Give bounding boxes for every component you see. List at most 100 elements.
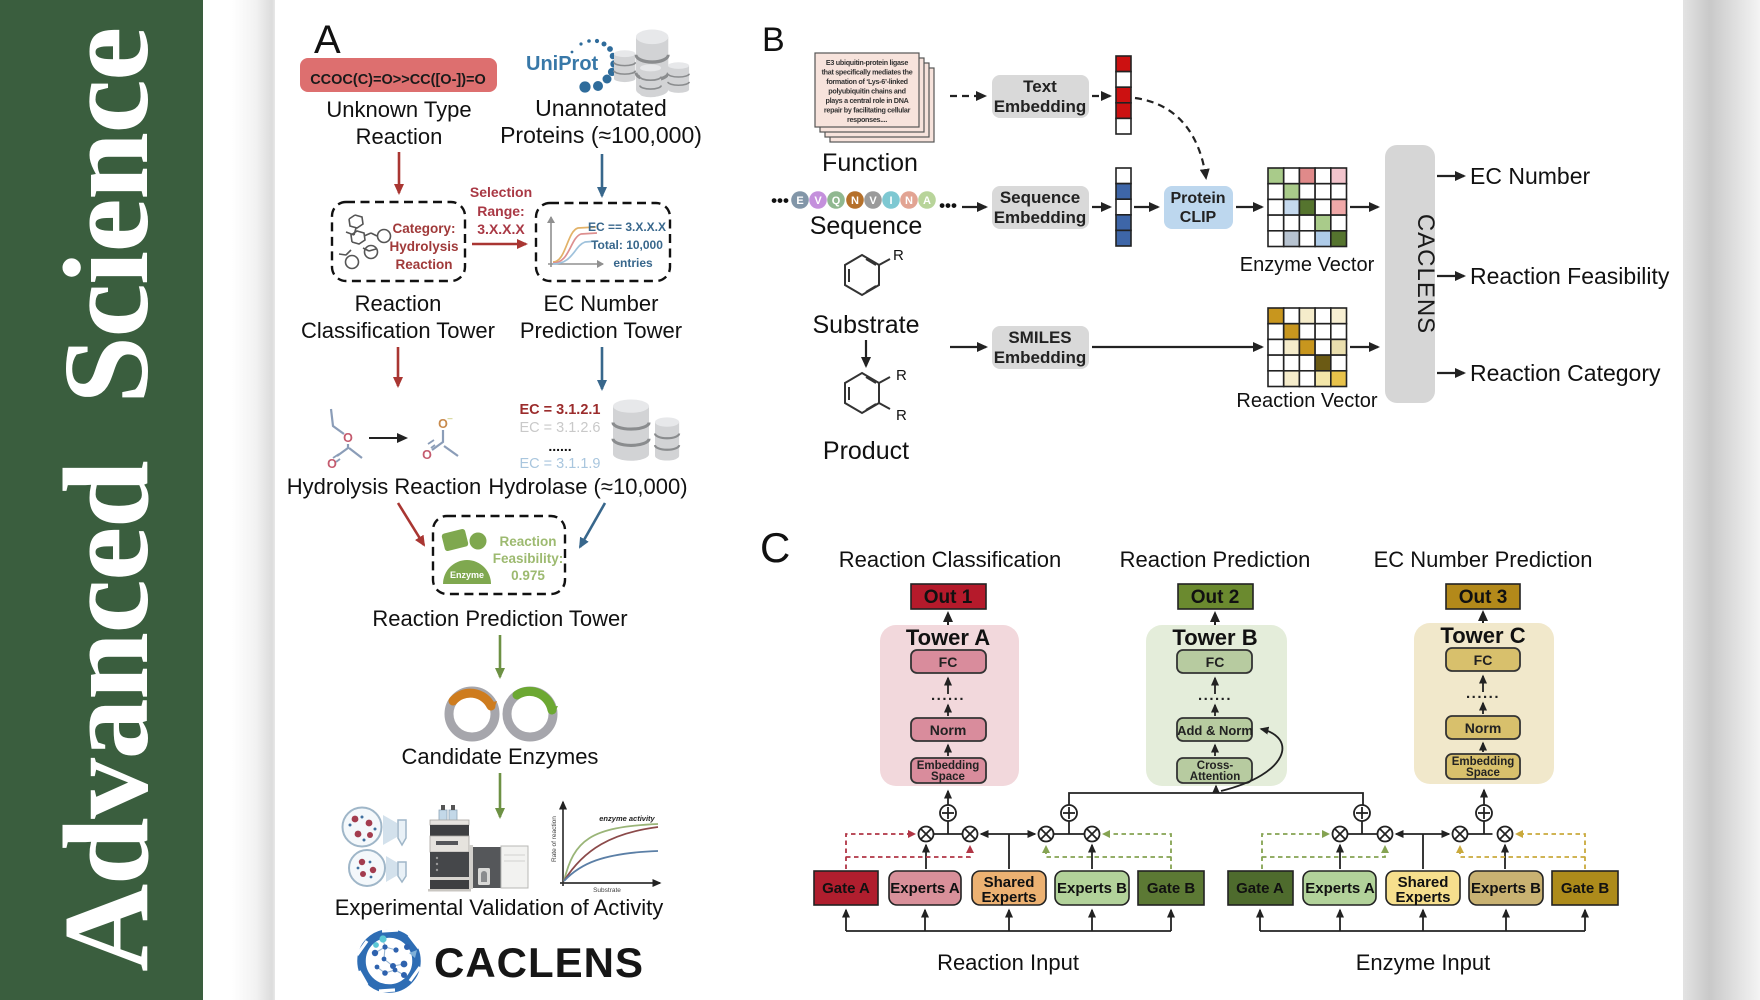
svg-text:Embedding: Embedding [994,208,1087,227]
svg-text:O: O [343,431,353,445]
svg-text:Enzyme Input: Enzyme Input [1356,950,1491,975]
svg-text:I: I [889,195,892,207]
svg-text:A: A [314,18,341,62]
svg-text:Category:: Category: [392,221,455,236]
svg-text:Out 2: Out 2 [1191,587,1240,608]
svg-text:Hydrolase (≈10,000): Hydrolase (≈10,000) [488,474,687,499]
svg-text:Add & Norm: Add & Norm [1177,723,1253,738]
svg-text:B: B [762,21,785,59]
svg-text:CACLENS: CACLENS [434,939,644,986]
svg-text:Classification Tower: Classification Tower [301,318,495,343]
svg-text:Embedding: Embedding [1452,756,1515,768]
svg-text:Tower C: Tower C [1440,623,1525,648]
svg-text:Gate A: Gate A [822,880,870,897]
svg-text:Space: Space [931,771,965,783]
svg-text:Tower B: Tower B [1172,625,1257,650]
svg-text:Experts B: Experts B [1471,880,1541,897]
svg-text:V: V [869,195,877,207]
svg-text:3.X.X.X: 3.X.X.X [477,221,525,237]
svg-text:Protein: Protein [1170,190,1225,207]
svg-text:Gate A: Gate A [1236,880,1284,897]
svg-text:Selection: Selection [470,184,532,200]
svg-text:Experts: Experts [1395,889,1450,906]
svg-text:Reaction Category: Reaction Category [1470,360,1661,386]
svg-text:plays a central role in DNA: plays a central role in DNA [826,96,909,105]
svg-text:•••: ••• [939,196,957,215]
svg-text:Gate B: Gate B [1147,880,1196,897]
svg-text:......: ...... [931,687,965,704]
svg-text:Substrate: Substrate [593,887,621,894]
svg-text:E3 ubiquitin-protein ligase: E3 ubiquitin-protein ligase [826,58,908,67]
svg-text:E: E [796,195,803,207]
svg-text:Shared: Shared [984,874,1035,891]
svg-text:Attention: Attention [1190,771,1240,783]
svg-text:Sequence: Sequence [810,212,923,240]
svg-text:A: A [923,195,931,207]
svg-text:responses....: responses.... [847,115,887,124]
svg-text:Shared: Shared [1398,874,1449,891]
svg-text:Reaction Prediction: Reaction Prediction [1120,547,1311,572]
svg-text:Sequence: Sequence [1000,188,1080,207]
svg-text:Total: 10,000: Total: 10,000 [591,238,663,252]
svg-text:Norm: Norm [930,722,967,738]
svg-text:Enzyme: Enzyme [450,570,484,580]
svg-text:FC: FC [1474,652,1493,668]
svg-text:Reaction: Reaction [395,257,452,272]
svg-text:Range:: Range: [477,203,524,219]
svg-text:EC = 3.1.2.6: EC = 3.1.2.6 [519,420,600,436]
svg-text:EC = 3.1.2.1: EC = 3.1.2.1 [519,402,600,418]
svg-text:Cross-: Cross- [1197,760,1234,772]
svg-text:Rate of reaction: Rate of reaction [551,816,558,862]
svg-text:Reaction: Reaction [355,291,442,316]
svg-text:enzyme activity: enzyme activity [599,814,655,823]
svg-text:Function: Function [822,149,918,177]
svg-text:UniProt: UniProt [526,53,599,75]
svg-text:Prediction Tower: Prediction Tower [520,318,682,343]
svg-text:Text: Text [1023,77,1057,96]
svg-text:Substrate: Substrate [812,311,919,339]
svg-text:V: V [814,195,822,207]
svg-text:Reaction Classification: Reaction Classification [839,547,1062,572]
svg-text:Out 1: Out 1 [924,587,973,608]
svg-text:Embedding: Embedding [917,760,980,772]
svg-text:Enzyme Vector: Enzyme Vector [1240,254,1375,276]
svg-text:Reaction: Reaction [356,124,443,149]
svg-text:•••: ••• [771,191,789,210]
svg-text:Experts A: Experts A [1305,880,1375,897]
svg-text:FC: FC [939,654,958,670]
svg-text:Unknown Type: Unknown Type [326,97,471,122]
svg-text:that specifically mediates the: that specifically mediates the [822,68,913,77]
svg-text:R: R [896,407,907,424]
svg-text:Gate B: Gate B [1561,880,1610,897]
svg-text:Reaction Input: Reaction Input [937,950,1079,975]
svg-text:Embedding: Embedding [994,348,1087,367]
svg-text:Unannotated: Unannotated [535,95,667,121]
svg-text:Reaction Feasibility: Reaction Feasibility [1470,263,1670,289]
svg-text:Experimental Validation of Act: Experimental Validation of Activity [335,895,664,920]
svg-text:N: N [851,195,859,207]
svg-text:R: R [893,247,904,264]
svg-text:Out 3: Out 3 [1459,587,1508,608]
svg-text:–: – [447,413,452,423]
svg-text:Experts: Experts [981,889,1036,906]
svg-text:Reaction Vector: Reaction Vector [1236,390,1378,412]
svg-text:Advanced Science: Advanced Science [39,28,174,972]
svg-text:Q: Q [832,195,841,207]
svg-text:Hydrolysis Reaction: Hydrolysis Reaction [287,474,481,499]
svg-text:Feasibility:: Feasibility: [493,551,564,566]
svg-text:O: O [327,457,337,471]
svg-text:formation of ‘Lys-6’-linked: formation of ‘Lys-6’-linked [826,77,907,86]
svg-text:CCOC(C)=O>>CC([O-])=O: CCOC(C)=O>>CC([O-])=O [310,72,486,88]
svg-text:Hydrolysis: Hydrolysis [389,239,458,254]
svg-text:......: ...... [548,438,571,454]
svg-text:EC Number: EC Number [1470,163,1590,189]
svg-text:......: ...... [1466,685,1500,702]
svg-text:Product: Product [823,437,909,465]
svg-text:Tower A: Tower A [906,625,990,650]
svg-text:Proteins (≈100,000): Proteins (≈100,000) [500,122,702,148]
svg-text:SMILES: SMILES [1008,328,1071,347]
svg-text:N: N [905,195,913,207]
svg-text:CACLENS: CACLENS [1412,214,1439,334]
svg-text:Reaction: Reaction [499,534,556,549]
svg-text:entries: entries [613,256,653,270]
